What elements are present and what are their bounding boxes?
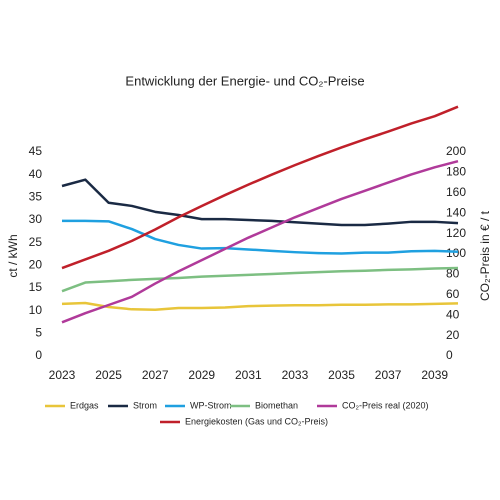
y2-tick-label: 140 <box>446 205 466 219</box>
y2-tick-label: 160 <box>446 185 466 199</box>
line-series <box>61 266 459 293</box>
x-tick-label: 2039 <box>421 368 448 382</box>
y-tick-label: 30 <box>29 212 43 226</box>
y-tick-label: 5 <box>35 326 42 340</box>
legend-label: WP-Strom <box>190 400 232 410</box>
line-series <box>62 219 459 255</box>
y-tick-label: 20 <box>29 258 43 272</box>
legend-label: Strom <box>133 400 157 410</box>
y2-tick-label: 60 <box>446 287 460 301</box>
y-axis-label: ct / kWh <box>6 234 20 277</box>
legend-label: CO₂-Preis real (2020) <box>342 400 429 410</box>
y2-tick-label: 80 <box>446 267 460 281</box>
y-tick-label: 0 <box>35 348 42 362</box>
y2-tick-label: 120 <box>446 226 466 240</box>
y-tick-label: 35 <box>29 190 43 204</box>
line-series <box>61 178 459 227</box>
x-tick-label: 2035 <box>328 368 355 382</box>
y-tick-label: 15 <box>29 280 43 294</box>
x-tick-label: 2025 <box>95 368 122 382</box>
y-tick-label: 25 <box>29 235 43 249</box>
legend-label: Erdgas <box>70 400 99 410</box>
chart-title: Entwicklung der Energie- und CO₂-Preise <box>125 73 364 88</box>
x-tick-label: 2037 <box>375 368 402 382</box>
x-tick-label: 2027 <box>142 368 169 382</box>
y2-tick-label: 100 <box>446 246 466 260</box>
x-tick-label: 2023 <box>49 368 76 382</box>
line-series <box>61 159 459 324</box>
x-tick-label: 2031 <box>235 368 262 382</box>
x-tick-label: 2029 <box>188 368 215 382</box>
y2-tick-label: 0 <box>446 348 453 362</box>
y2-tick-label: 40 <box>446 307 460 321</box>
y2-tick-label: 20 <box>446 328 460 342</box>
line-series <box>61 105 459 270</box>
line-series <box>61 301 459 312</box>
y2-axis-label: CO₂-Preis in € / t <box>478 210 492 301</box>
y-tick-label: 10 <box>29 303 43 317</box>
y2-tick-label: 200 <box>446 144 466 158</box>
y-tick-label: 45 <box>29 144 43 158</box>
legend-label: Energiekosten (Gas und CO₂-Preis) <box>185 416 328 426</box>
x-tick-label: 2033 <box>282 368 309 382</box>
legend-label: Biomethan <box>255 400 298 410</box>
y-tick-label: 40 <box>29 167 43 181</box>
y2-tick-label: 180 <box>446 165 466 179</box>
